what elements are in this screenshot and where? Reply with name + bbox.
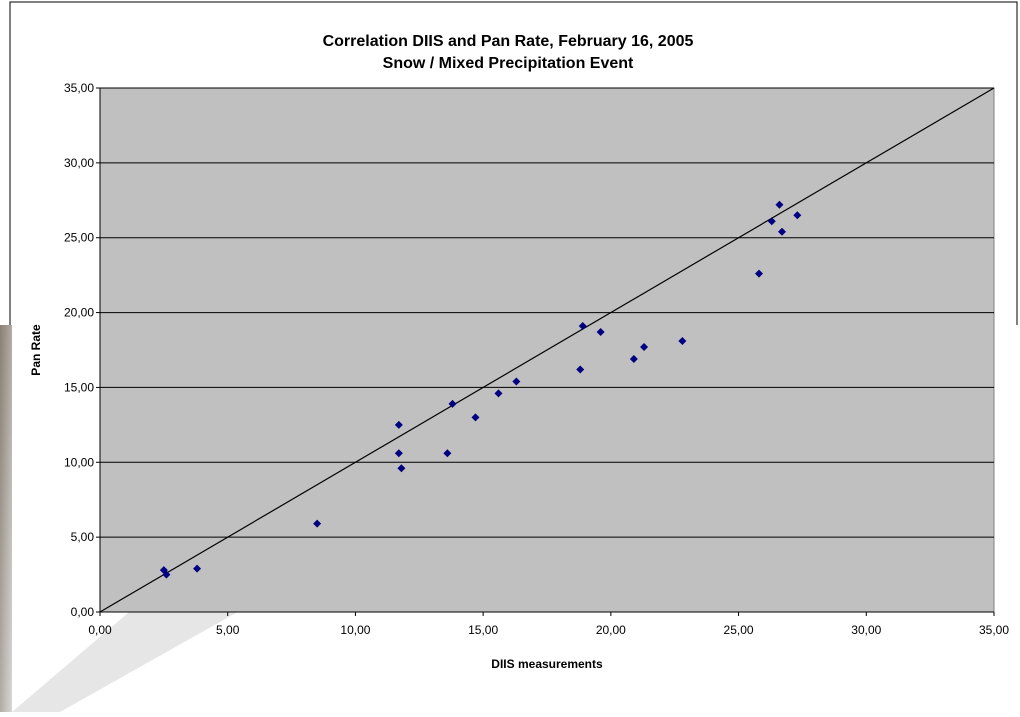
y-tick-label: 5,00 <box>71 530 95 544</box>
background-photo <box>0 325 12 712</box>
x-tick-label: 10,00 <box>340 623 370 637</box>
x-tick-label: 15,00 <box>468 623 498 637</box>
chart-title: Correlation DIIS and Pan Rate, February … <box>323 33 694 50</box>
y-tick-label: 20,00 <box>64 306 94 320</box>
x-axis-title: DIIS measurements <box>491 657 603 671</box>
y-tick-label: 30,00 <box>64 156 94 170</box>
x-tick-label: 25,00 <box>724 623 754 637</box>
x-tick-label: 0,00 <box>88 623 112 637</box>
y-tick-label: 10,00 <box>64 455 94 469</box>
page: {"chart_data": { "type": "scatter", "tit… <box>0 0 1020 712</box>
chart: Correlation DIIS and Pan Rate, February … <box>0 0 1020 712</box>
y-axis-title: Pan Rate <box>29 324 43 376</box>
x-tick-label: 30,00 <box>851 623 881 637</box>
x-tick-label: 35,00 <box>979 623 1009 637</box>
y-tick-label: 15,00 <box>64 380 94 394</box>
x-tick-label: 20,00 <box>596 623 626 637</box>
y-tick-label: 25,00 <box>64 231 94 245</box>
y-tick-label: 35,00 <box>64 81 94 95</box>
y-tick-label: 0,00 <box>71 605 95 619</box>
chart-subtitle: Snow / Mixed Precipitation Event <box>383 55 634 72</box>
x-tick-label: 5,00 <box>216 623 240 637</box>
